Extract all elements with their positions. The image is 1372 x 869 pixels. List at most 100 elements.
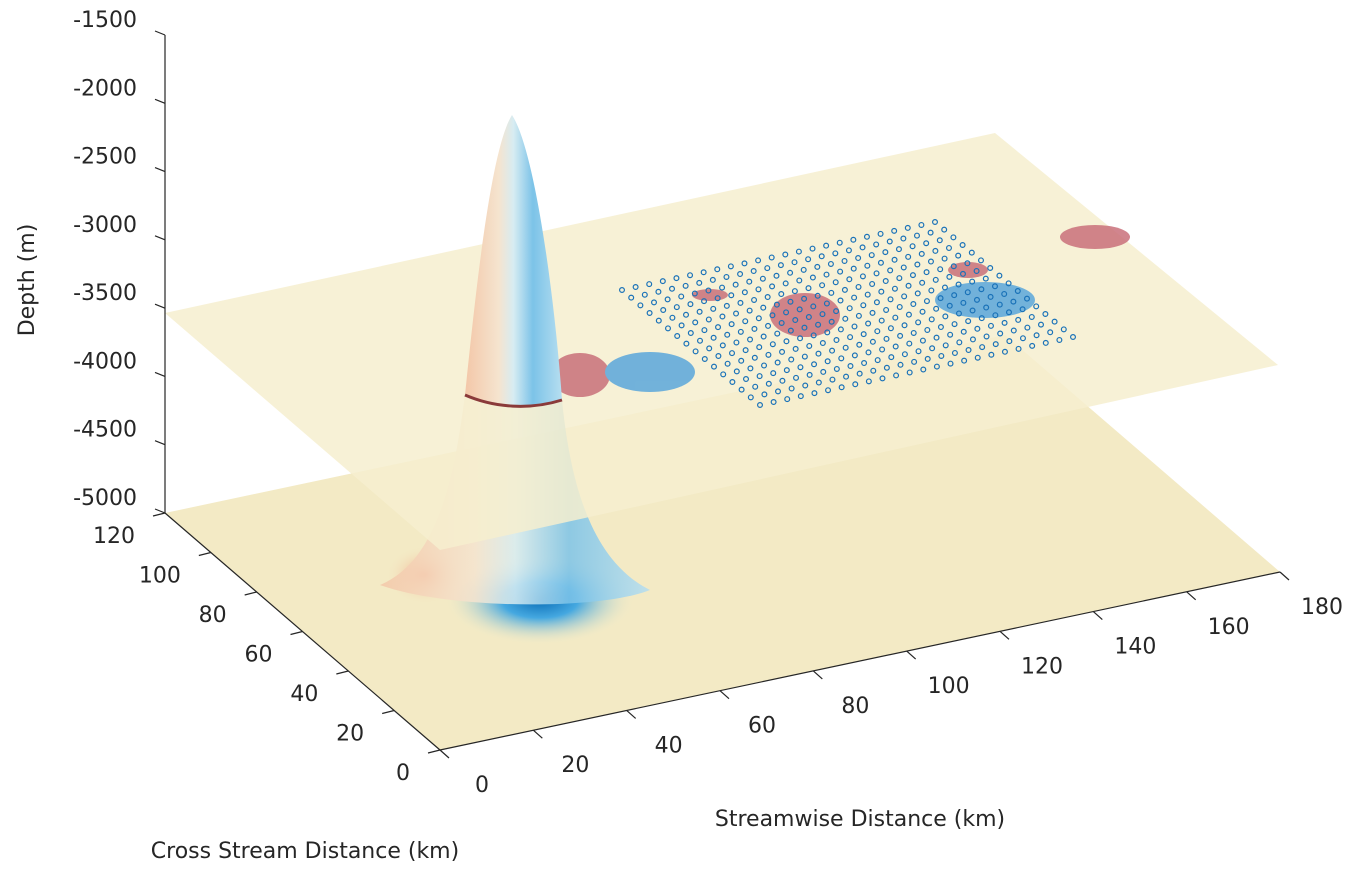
- sensor: [942, 342, 949, 349]
- sensor: [905, 282, 912, 289]
- sensor: [856, 341, 863, 348]
- z-tick-label: -4000: [73, 349, 137, 374]
- sensor: [810, 332, 817, 339]
- sensor: [1001, 290, 1008, 297]
- sensor: [737, 299, 744, 306]
- sensor: [883, 306, 890, 313]
- x-tick: [1092, 611, 1103, 621]
- sensor: [992, 341, 999, 348]
- sensor: [933, 305, 940, 312]
- sensor: [768, 254, 775, 261]
- sensor: [819, 311, 826, 318]
- sensor: [806, 342, 813, 349]
- sensor: [947, 360, 954, 367]
- sensor: [914, 290, 921, 297]
- sensor: [742, 347, 749, 354]
- sensor: [846, 305, 853, 312]
- sensor: [882, 278, 889, 285]
- sensor: [932, 247, 939, 254]
- sensor: [964, 260, 971, 267]
- sensor: [910, 329, 917, 336]
- sensor: [877, 259, 884, 266]
- upper-plane: [165, 133, 1278, 550]
- sensor: [941, 255, 948, 262]
- sensor: [729, 379, 736, 386]
- sensor: [733, 310, 740, 317]
- sensor: [947, 331, 954, 338]
- sensor: [851, 352, 858, 359]
- sensor: [931, 219, 938, 226]
- sensor: [800, 266, 807, 273]
- z-tick-label: -5000: [73, 486, 137, 511]
- sensor: [764, 265, 771, 272]
- sensor: [865, 320, 872, 327]
- sensor: [797, 393, 804, 400]
- sensor: [782, 280, 789, 287]
- sensor: [909, 243, 916, 250]
- sensor: [845, 247, 852, 254]
- sensor: [951, 349, 958, 356]
- x-tick: [532, 729, 543, 739]
- sensor: [723, 302, 730, 309]
- sensor: [727, 263, 734, 270]
- sensor: [783, 338, 790, 345]
- seamount-top: [465, 115, 562, 407]
- x-tick: [439, 749, 450, 759]
- sensor: [701, 327, 708, 334]
- sensor: [852, 381, 859, 388]
- sensor: [886, 238, 893, 245]
- sensor: [920, 366, 927, 373]
- sensor: [988, 351, 995, 358]
- sensor: [752, 383, 759, 390]
- sensor: [756, 373, 763, 380]
- sensor: [883, 335, 890, 342]
- sensor: [937, 266, 944, 273]
- sensor: [918, 250, 925, 257]
- sensor: [819, 340, 826, 347]
- sensor: [896, 303, 903, 310]
- sensor: [733, 339, 740, 346]
- sensor: [641, 291, 648, 298]
- sensor: [815, 321, 822, 328]
- sensor: [728, 321, 735, 328]
- sensor: [741, 260, 748, 267]
- sensor: [811, 361, 818, 368]
- sensor: [710, 334, 717, 341]
- sensor: [837, 268, 844, 275]
- sensor: [778, 319, 785, 326]
- sensor: [906, 369, 913, 376]
- sensor: [865, 378, 872, 385]
- sensor: [660, 307, 667, 314]
- sensor: [743, 376, 750, 383]
- sensor: [778, 291, 785, 298]
- sensor: [950, 234, 957, 241]
- sensor: [883, 364, 890, 371]
- sensor: [978, 286, 985, 293]
- sensor: [809, 274, 816, 281]
- sensor: [873, 299, 880, 306]
- sensor: [815, 350, 822, 357]
- sensor: [682, 282, 689, 289]
- sensor: [959, 242, 966, 249]
- sensor: [842, 344, 849, 351]
- sensor: [882, 249, 889, 256]
- sensor: [838, 384, 845, 391]
- sensor: [832, 279, 839, 286]
- sensor: [892, 314, 899, 321]
- sensor: [805, 256, 812, 263]
- x-tick: [906, 650, 917, 660]
- seamount-intersection: [464, 393, 563, 408]
- sensor: [715, 324, 722, 331]
- sensor: [991, 283, 998, 290]
- x-tick-label: 140: [1114, 635, 1156, 660]
- sensor: [637, 302, 644, 309]
- x-tick: [812, 670, 823, 680]
- sensor: [823, 271, 830, 278]
- sensor: [773, 272, 780, 279]
- sensor: [924, 355, 931, 362]
- plane-anomalies: [550, 225, 1130, 397]
- y-tick-label: 0: [396, 761, 410, 786]
- sensor: [788, 385, 795, 392]
- x-tick: [626, 709, 637, 719]
- sensor: [919, 279, 926, 286]
